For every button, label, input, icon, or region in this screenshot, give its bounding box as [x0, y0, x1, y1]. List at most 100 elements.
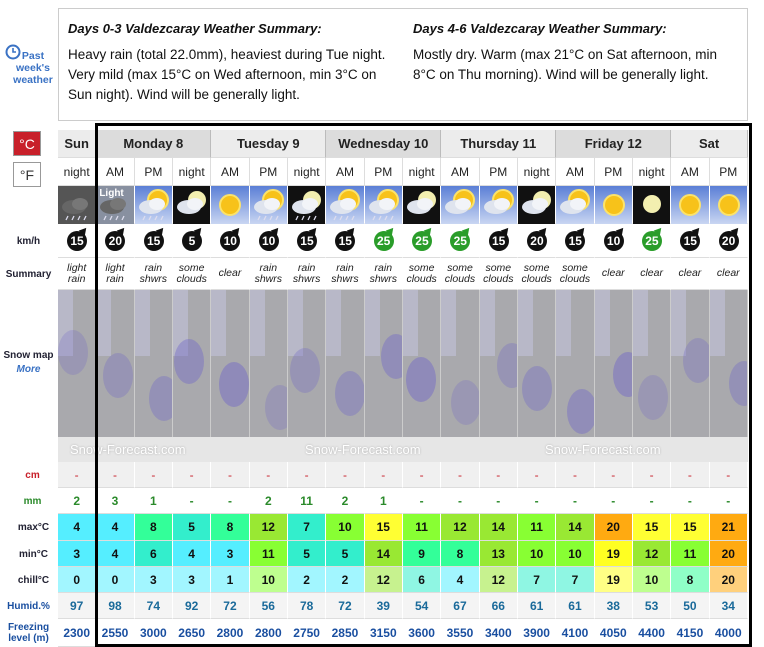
map-cloud — [637, 375, 668, 420]
weather-icon — [364, 185, 403, 224]
min-temp: 12 — [632, 541, 672, 567]
rain-cell: 2 — [326, 488, 365, 514]
map-cloud — [567, 389, 594, 434]
summary-text: Heavy rain (total 22.0mm), heaviest duri… — [68, 47, 386, 102]
weather-icon-graphic — [517, 185, 556, 224]
freezing-level: 4100 — [556, 619, 595, 647]
humidity: 92 — [172, 593, 212, 619]
snow-cell: - — [326, 462, 365, 488]
wind-speed: 25 — [411, 231, 432, 251]
snow-cell: - — [709, 462, 748, 488]
weather-icon — [709, 185, 748, 224]
humidity: 72 — [211, 593, 250, 619]
chill-temp: 12 — [364, 567, 403, 593]
weather-icon-graphic — [402, 185, 441, 224]
day-header: Tuesday 9 — [211, 130, 327, 158]
map-strip — [709, 437, 748, 462]
day-header: Thursday 11 — [441, 130, 557, 158]
period-label: night — [517, 158, 557, 186]
snow-map — [517, 290, 557, 437]
max-temp: 10 — [326, 514, 365, 541]
map-strip — [632, 437, 672, 462]
freezing-level: 3150 — [364, 619, 403, 647]
map-cloud — [612, 352, 632, 397]
fahrenheit-button[interactable]: °F — [13, 162, 41, 187]
chill-temp: 7 — [517, 567, 557, 593]
rain-cell: - — [594, 488, 633, 514]
day-header: Friday 12 — [556, 130, 672, 158]
rain-cell: 1 — [364, 488, 403, 514]
rain-cell: - — [479, 488, 518, 514]
summary-cell: clear — [632, 258, 672, 290]
humidity: 61 — [556, 593, 595, 619]
weather-icon — [479, 185, 518, 224]
period-label: night — [632, 158, 672, 186]
freezing-level: 4150 — [671, 619, 710, 647]
map-sea — [402, 290, 418, 357]
chill-temp: 12 — [479, 567, 518, 593]
weather-icon-graphic — [671, 185, 709, 224]
wind-speed: 15 — [67, 231, 87, 251]
watermark: Snow-Forecast.com — [545, 442, 661, 457]
max-temp: 14 — [479, 514, 518, 541]
map-sea — [556, 290, 572, 357]
snow-cell: - — [287, 462, 327, 488]
map-sea — [671, 290, 687, 357]
chill-temp: 8 — [671, 567, 710, 593]
min-temp: 10 — [556, 541, 595, 567]
map-sea — [326, 290, 342, 357]
min-temp: 9 — [402, 541, 442, 567]
freezing-level: 2300 — [58, 619, 97, 647]
weather-icon — [441, 185, 480, 224]
map-strip — [517, 437, 557, 462]
max-temp: 5 — [172, 514, 212, 541]
snow-map — [211, 290, 250, 437]
humidity: 98 — [96, 593, 135, 619]
snow-cell: - — [632, 462, 672, 488]
weather-icon-graphic — [96, 185, 134, 224]
snow-map — [287, 290, 327, 437]
wind-speed: 20 — [718, 231, 739, 251]
chill-temp: 7 — [556, 567, 595, 593]
summary-cell: some clouds — [402, 258, 442, 290]
map-sea — [211, 290, 227, 357]
wind-speed: 10 — [220, 231, 241, 251]
map-cloud — [521, 366, 552, 411]
min-temp: 6 — [134, 541, 173, 567]
freezing-level: 2800 — [249, 619, 288, 647]
min-temp: 10 — [517, 541, 557, 567]
map-sea — [709, 290, 725, 357]
min-temp: 8 — [441, 541, 480, 567]
period-label: AM — [671, 158, 710, 186]
humidity: 38 — [594, 593, 633, 619]
chill-temp: 3 — [134, 567, 173, 593]
summary-cell: clear — [211, 258, 250, 290]
humidity: 39 — [364, 593, 403, 619]
max-temp: 15 — [671, 514, 710, 541]
wind-speed: 15 — [296, 231, 317, 251]
weather-icon — [249, 185, 288, 224]
rain-cell: 1 — [134, 488, 173, 514]
map-cloud — [335, 371, 364, 416]
map-strip — [96, 437, 135, 462]
weather-icon-graphic — [556, 185, 594, 224]
weather-icon — [211, 185, 250, 224]
wind-speed: 15 — [488, 231, 509, 251]
chill-temp: 3 — [172, 567, 212, 593]
snow-map — [58, 290, 97, 437]
weather-icon — [58, 185, 97, 224]
max-temp: 11 — [517, 514, 557, 541]
weather-icon — [517, 185, 557, 224]
map-cloud — [264, 385, 287, 430]
past-weather-link[interactable]: Past week's weather — [13, 50, 53, 86]
map-cloud — [148, 376, 172, 421]
humidity: 67 — [441, 593, 480, 619]
rain-cell: - — [709, 488, 748, 514]
snow-map-more[interactable]: More — [16, 363, 41, 375]
max-temp: 11 — [402, 514, 442, 541]
celsius-button[interactable]: °C — [13, 131, 41, 156]
freezing-level: 4000 — [709, 619, 748, 647]
min-temp: 5 — [287, 541, 327, 567]
chill-temp: 1 — [211, 567, 250, 593]
max-temp: 12 — [441, 514, 480, 541]
